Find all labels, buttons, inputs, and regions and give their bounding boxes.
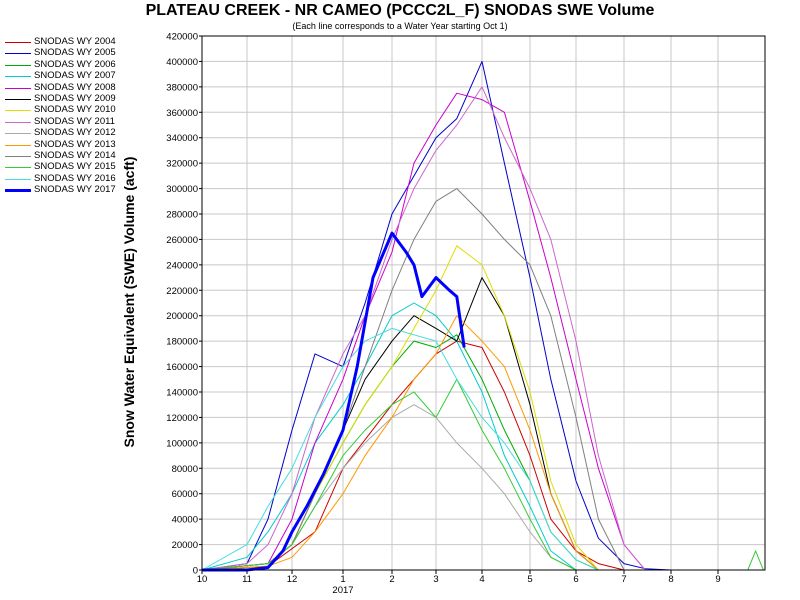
series-line-wy-2016 xyxy=(201,327,599,571)
x-tick-label: 5 xyxy=(527,574,532,585)
y-tick-label: 420000 xyxy=(166,32,198,43)
legend-item: SNODAS WY 2011 xyxy=(2,116,127,127)
legend-swatch xyxy=(5,110,31,112)
legend-swatch xyxy=(5,121,31,123)
y-tick-label: 360000 xyxy=(166,108,198,119)
series-line-wy-2008 xyxy=(201,92,646,571)
plot-frame xyxy=(201,35,766,571)
legend-swatch xyxy=(5,178,31,180)
x-tick-label: 12 xyxy=(287,574,298,585)
legend-item: SNODAS WY 2016 xyxy=(2,173,127,184)
x-tick-label: 8 xyxy=(668,574,673,585)
series-line-wy-2010 xyxy=(201,245,599,571)
legend-label: SNODAS WY 2013 xyxy=(34,138,116,150)
x-tick-label: 2 xyxy=(389,574,394,585)
series-line-wy-2005 xyxy=(201,60,672,571)
x-tick-label: 1 xyxy=(340,574,345,585)
legend-label: SNODAS WY 2015 xyxy=(34,161,116,173)
y-tick-label: 140000 xyxy=(166,388,198,399)
y-tick-label: 200000 xyxy=(166,311,198,322)
legend-label: SNODAS WY 2010 xyxy=(34,104,116,116)
legend-swatch xyxy=(5,87,31,89)
legend-item: SNODAS WY 2012 xyxy=(2,127,127,138)
y-tick-label: 40000 xyxy=(172,515,198,526)
y-tick-label: 240000 xyxy=(166,260,198,271)
x-tick-label: 9 xyxy=(715,574,720,585)
legend-item: SNODAS WY 2008 xyxy=(2,82,127,93)
legend-label: SNODAS WY 2009 xyxy=(34,92,116,104)
legend-swatch xyxy=(5,64,31,66)
x-tick-label: 11 xyxy=(242,574,252,585)
legend-label: SNODAS WY 2006 xyxy=(34,58,116,70)
legend-item: SNODAS WY 2007 xyxy=(2,70,127,81)
legend-swatch xyxy=(5,42,31,43)
legend-item: SNODAS WY 2005 xyxy=(2,47,127,58)
y-tick-label: 260000 xyxy=(166,235,198,246)
series-line-wy-2013 xyxy=(201,315,599,571)
legend-item: SNODAS WY 2013 xyxy=(2,139,127,150)
legend-item: SNODAS WY 2004 xyxy=(2,36,127,47)
legend-item: SNODAS WY 2014 xyxy=(2,150,127,161)
legend-label: SNODAS WY 2017 xyxy=(34,184,116,196)
x-tick-label: 7 xyxy=(621,574,626,585)
legend-swatch xyxy=(5,53,31,55)
legend-swatch xyxy=(5,189,31,193)
chart-title: PLATEAU CREEK - NR CAMEO (PCCC2L_F) SNOD… xyxy=(145,2,655,19)
legend-label: SNODAS WY 2012 xyxy=(34,127,116,139)
y-tick-label: 280000 xyxy=(166,210,198,221)
legend-item: SNODAS WY 2015 xyxy=(2,161,127,172)
legend-label: SNODAS WY 2008 xyxy=(34,81,116,93)
legend: SNODAS WY 2004 SNODAS WY 2005 SNODAS WY 20… xyxy=(2,36,127,195)
x-tick-label: 6 xyxy=(573,574,578,585)
y-tick-label: 20000 xyxy=(172,540,198,551)
series-line-wy-2004 xyxy=(201,340,625,571)
legend-label: SNODAS WY 2016 xyxy=(34,172,116,184)
y-tick-label: 100000 xyxy=(166,438,198,449)
legend-swatch xyxy=(5,76,31,78)
legend-swatch xyxy=(5,98,31,100)
x-tick-label: 10 xyxy=(197,574,208,585)
legend-swatch xyxy=(5,155,31,157)
y-tick-label: 400000 xyxy=(166,57,198,68)
legend-swatch xyxy=(5,133,31,135)
legend-label: SNODAS WY 2014 xyxy=(34,149,116,161)
y-tick-label: 60000 xyxy=(172,489,198,500)
legend-label: SNODAS WY 2004 xyxy=(34,36,116,47)
legend-label: SNODAS WY 2011 xyxy=(34,115,115,127)
series-line-wy-2007 xyxy=(201,302,577,571)
y-tick-label: 340000 xyxy=(166,133,198,144)
legend-label: SNODAS WY 2005 xyxy=(34,47,116,59)
legend-item: SNODAS WY 2006 xyxy=(2,59,127,70)
series-line-wy-2017 xyxy=(202,231,466,572)
y-tick-label: 80000 xyxy=(172,464,198,475)
x-year-label: 2017 xyxy=(332,585,353,596)
y-tick-label: 160000 xyxy=(166,362,198,373)
x-tick-label: 3 xyxy=(433,574,438,585)
y-tick-label: 320000 xyxy=(166,159,198,170)
y-tick-label: 120000 xyxy=(166,413,198,424)
legend-swatch xyxy=(5,167,31,169)
y-tick-label: 0 xyxy=(193,566,198,577)
x-tick-label: 4 xyxy=(479,574,484,585)
series-line-wy-2014 xyxy=(201,188,625,571)
chart-subtitle: (Each line corresponds to a Water Year s… xyxy=(292,21,508,31)
legend-label: SNODAS WY 2007 xyxy=(34,70,116,82)
y-tick-label: 220000 xyxy=(166,286,198,297)
y-tick-label: 380000 xyxy=(166,82,198,93)
y-tick-label: 300000 xyxy=(166,184,198,195)
y-tick-label: 180000 xyxy=(166,337,198,348)
series-line-wy-2011 xyxy=(201,86,646,571)
legend-item: SNODAS WY 2009 xyxy=(2,93,127,104)
legend-item: SNODAS WY 2010 xyxy=(2,104,127,115)
legend-swatch xyxy=(5,144,31,146)
legend-item: SNODAS WY 2017 xyxy=(2,184,127,195)
